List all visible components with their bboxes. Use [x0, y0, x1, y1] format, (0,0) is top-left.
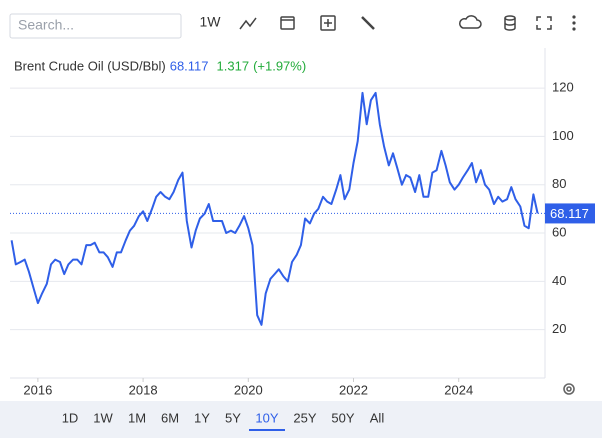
calendar-icon[interactable] [280, 16, 295, 30]
range-button[interactable]: 25Y [293, 410, 316, 425]
y-tick-label: 80 [552, 176, 566, 191]
x-tick-label: 2024 [444, 382, 473, 397]
range-button[interactable]: 1M [128, 410, 146, 425]
gear-hub [566, 386, 572, 392]
y-tick-label: 40 [552, 273, 566, 288]
range-button[interactable]: 10Y [255, 410, 278, 425]
line-icon[interactable] [239, 17, 257, 30]
last-value-box [545, 203, 595, 224]
last-value-label: 68.117 [550, 206, 589, 221]
range-button[interactable]: 6M [161, 410, 179, 425]
y-tick-label: 100 [552, 128, 574, 143]
y-tick-label: 120 [552, 80, 574, 95]
y-tick-label: 60 [552, 224, 566, 239]
range-button[interactable]: 1W [93, 410, 113, 425]
range-button[interactable]: 50Y [331, 410, 354, 425]
x-tick-label: 2020 [234, 382, 263, 397]
toolbar-icons [239, 15, 552, 31]
y-tick-label: 20 [552, 321, 566, 336]
legend-name: Brent Crude Oil (USD/Bbl) [14, 58, 166, 73]
x-tick-label: 2022 [339, 382, 368, 397]
dot [572, 27, 576, 31]
db-icon-body [504, 18, 516, 31]
range-button[interactable]: 1D [62, 410, 79, 425]
interval-button[interactable]: 1W [200, 14, 222, 30]
search-box[interactable] [9, 13, 182, 39]
x-tick-label: 2018 [129, 382, 158, 397]
settings-icon[interactable] [361, 16, 375, 30]
dot [572, 21, 576, 25]
price-line [10, 91, 539, 326]
range-button[interactable]: 1Y [194, 410, 210, 425]
legend-change-pct: (+1.97%) [253, 58, 306, 73]
search-placeholder: Search... [18, 17, 74, 33]
dot [572, 15, 576, 19]
legend-change: 1.317 [217, 58, 250, 73]
more-icon[interactable] [572, 15, 576, 31]
gear-ring [563, 383, 575, 395]
add-icon[interactable] [320, 15, 336, 31]
cloud-icon[interactable] [459, 15, 482, 29]
settings-gear[interactable] [563, 383, 575, 395]
fullscreen-icon[interactable] [536, 16, 552, 30]
legend-last: 68.117 [170, 58, 209, 73]
range-button[interactable]: 5Y [225, 410, 241, 425]
x-tick-label: 2016 [23, 382, 52, 397]
range-button[interactable]: All [370, 410, 385, 425]
range-bar [0, 401, 602, 438]
